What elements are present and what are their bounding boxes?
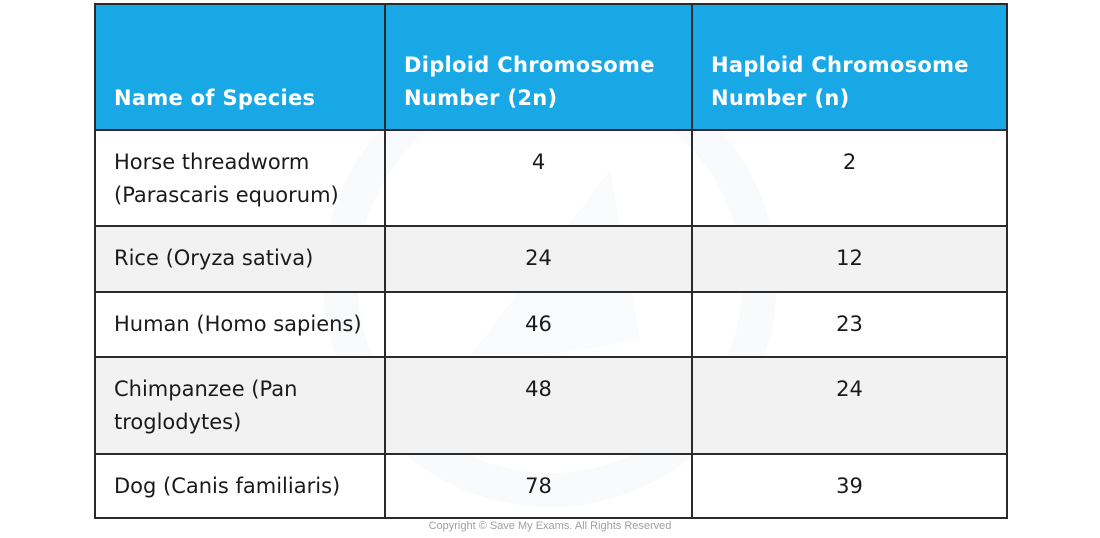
table-row: Human (Homo sapiens) 46 23 (94, 291, 1008, 358)
header-haploid: Haploid Chromosome Number (n) (691, 3, 1008, 131)
species-name: Horse threadworm (Parascaris equorum) (94, 129, 386, 227)
copyright-notice: Copyright © Save My Exams. All Rights Re… (428, 520, 672, 532)
species-name: Dog (Canis familiaris) (94, 453, 386, 519)
table-header-row: Name of Species Diploid Chromosome Numbe… (94, 3, 1008, 131)
haploid-number: 39 (691, 453, 1008, 519)
chromosome-table-container: Name of Species Diploid Chromosome Numbe… (94, 3, 1008, 519)
table-row: Dog (Canis familiaris) 78 39 (94, 453, 1008, 519)
table-row: Rice (Oryza sativa) 24 12 (94, 225, 1008, 293)
diploid-number: 78 (384, 453, 693, 519)
table-row: Chimpanzee (Pan troglodytes) 48 24 (94, 356, 1008, 455)
haploid-number: 23 (691, 291, 1008, 358)
species-name: Rice (Oryza sativa) (94, 225, 386, 293)
diploid-number: 46 (384, 291, 693, 358)
species-name: Chimpanzee (Pan troglodytes) (94, 356, 386, 455)
chromosome-table: Name of Species Diploid Chromosome Numbe… (94, 3, 1008, 519)
diploid-number: 4 (384, 129, 693, 227)
table-row: Horse threadworm (Parascaris equorum) 4 … (94, 129, 1008, 227)
header-species: Name of Species (94, 3, 386, 131)
header-diploid: Diploid Chromosome Number (2n) (384, 3, 693, 131)
haploid-number: 2 (691, 129, 1008, 227)
diploid-number: 48 (384, 356, 693, 455)
haploid-number: 24 (691, 356, 1008, 455)
haploid-number: 12 (691, 225, 1008, 293)
species-name: Human (Homo sapiens) (94, 291, 386, 358)
diploid-number: 24 (384, 225, 693, 293)
